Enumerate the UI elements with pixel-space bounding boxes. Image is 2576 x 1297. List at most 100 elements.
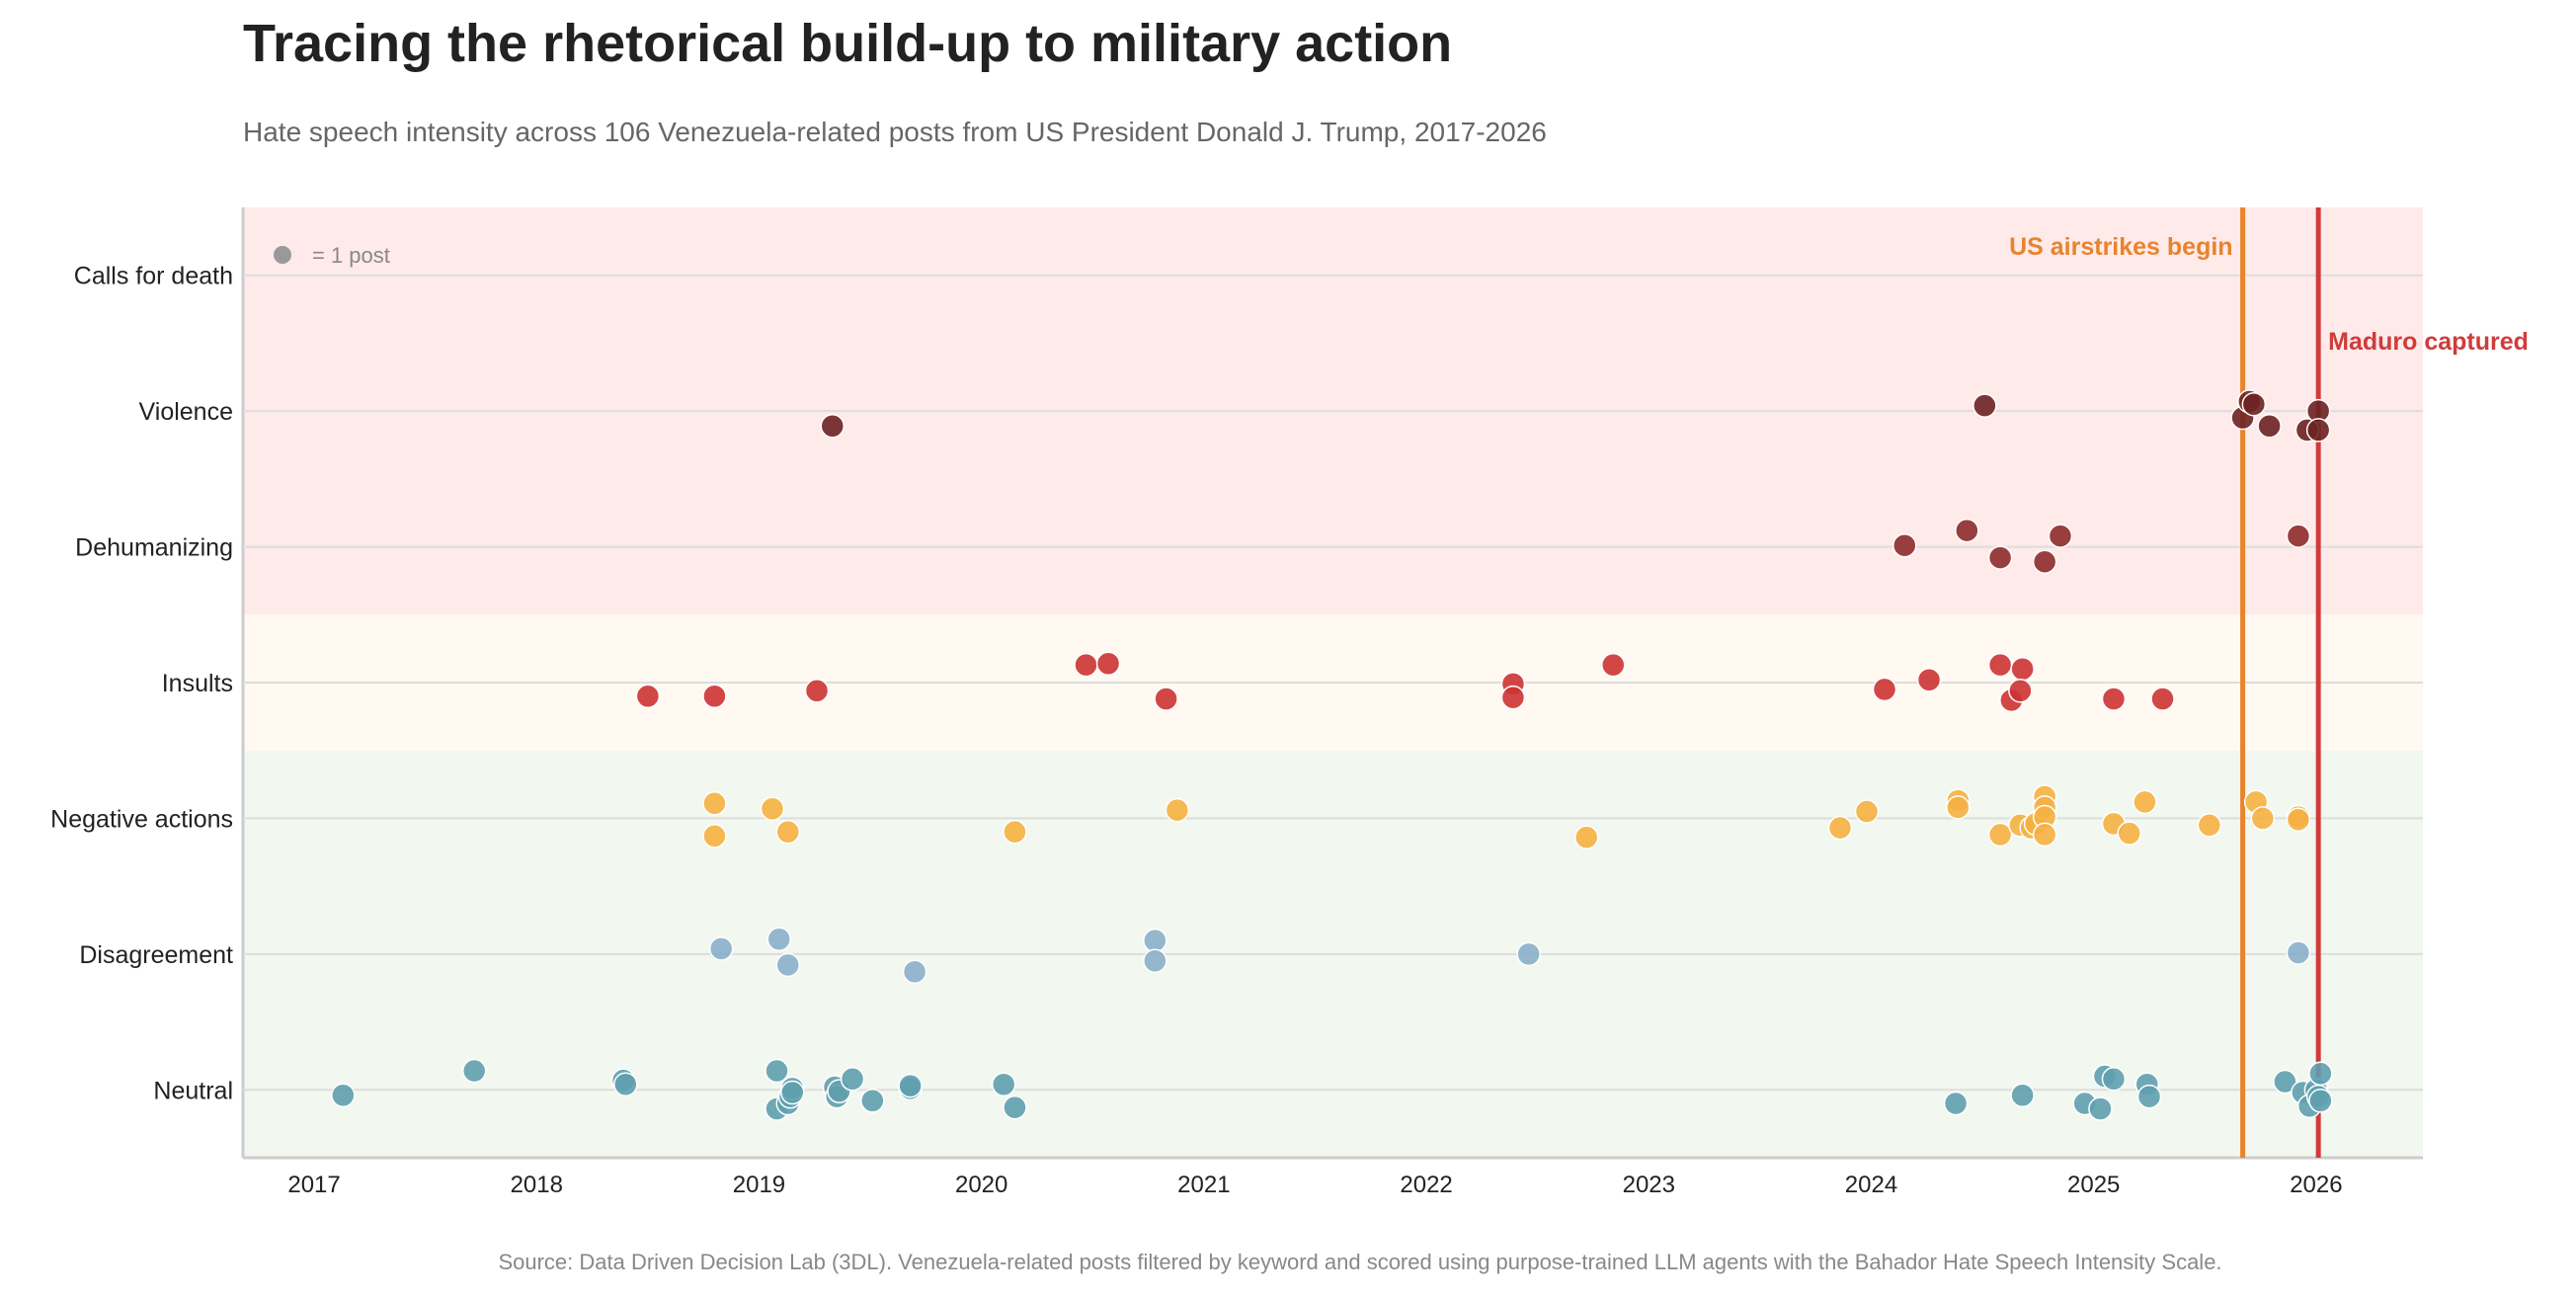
- post-point: [2010, 657, 2035, 682]
- y-tick-label: Calls for death: [74, 263, 233, 290]
- x-tick-label: 2026: [2290, 1172, 2342, 1198]
- post-point: [1143, 948, 1167, 973]
- y-tick-label: Violence: [139, 398, 233, 426]
- post-point: [1573, 825, 1599, 850]
- post-point: [2010, 1083, 2035, 1108]
- post-point: [1916, 668, 1942, 692]
- post-point: [991, 1072, 1016, 1097]
- post-point: [840, 1067, 865, 1092]
- x-tick-label: 2024: [1845, 1172, 1897, 1198]
- post-point: [2273, 1069, 2297, 1094]
- post-point: [2008, 678, 2033, 703]
- post-point: [1154, 687, 1178, 711]
- post-point: [2101, 687, 2127, 711]
- post-point: [702, 791, 727, 816]
- post-point: [1892, 532, 1917, 558]
- post-point: [780, 1080, 805, 1105]
- post-point: [702, 684, 727, 708]
- post-point: [1165, 797, 1190, 823]
- post-point: [775, 819, 800, 845]
- x-tick-label: 2017: [287, 1172, 340, 1198]
- post-point: [860, 1089, 885, 1113]
- legend: = 1 post: [274, 243, 390, 268]
- post-point: [2101, 1067, 2127, 1092]
- post-point: [804, 678, 830, 703]
- event-label: Maduro captured: [2328, 328, 2529, 356]
- legend-text: = 1 post: [312, 243, 390, 268]
- chart-subtitle: Hate speech intensity across 106 Venezue…: [243, 117, 1547, 147]
- post-point: [2032, 822, 2057, 848]
- post-point: [2286, 940, 2311, 965]
- x-tick-label: 2020: [955, 1172, 1007, 1198]
- post-point: [2136, 1084, 2162, 1109]
- x-tick-label: 2018: [511, 1172, 563, 1198]
- post-point: [1003, 819, 1027, 845]
- legend-dot: [274, 246, 291, 264]
- post-point: [1854, 799, 1880, 824]
- event-lines: US airstrikes begin Maduro captured: [2009, 207, 2529, 1158]
- post-point: [1987, 545, 2013, 570]
- chart-title: Tracing the rhetorical build-up to milit…: [243, 14, 1452, 73]
- post-point: [1946, 795, 1971, 820]
- post-points: [331, 389, 2333, 1121]
- post-point: [1003, 1094, 1027, 1120]
- post-point: [820, 414, 845, 439]
- post-point: [2257, 414, 2282, 439]
- post-point: [1987, 822, 2013, 848]
- post-point: [2032, 549, 2057, 574]
- post-point: [775, 952, 800, 978]
- y-tick-label: Insults: [162, 670, 233, 697]
- post-point: [1095, 651, 1121, 677]
- post-point: [902, 959, 927, 984]
- post-point: [2048, 524, 2073, 548]
- y-tick-label: Negative actions: [50, 805, 233, 833]
- post-point: [1827, 815, 1853, 841]
- post-point: [1872, 677, 1897, 702]
- post-point: [1943, 1091, 1969, 1116]
- post-point: [760, 796, 785, 822]
- post-point: [2117, 821, 2141, 846]
- post-point: [2088, 1096, 2113, 1121]
- post-point: [1074, 652, 1098, 678]
- post-point: [765, 1058, 789, 1084]
- y-axis-labels: Neutral Disagreement Negative actions Insul…: [50, 263, 233, 1105]
- post-point: [766, 927, 791, 951]
- post-point: [1987, 652, 2013, 678]
- post-point: [331, 1083, 356, 1108]
- post-point: [461, 1058, 487, 1084]
- post-point: [702, 824, 727, 849]
- gridlines: [241, 207, 2423, 1160]
- post-point: [2286, 524, 2311, 548]
- x-tick-label: 2021: [1177, 1172, 1230, 1198]
- post-point: [898, 1073, 923, 1098]
- post-point: [2150, 687, 2175, 711]
- x-tick-label: 2022: [1400, 1172, 1452, 1198]
- x-axis-labels: 2017 2018 2019 2020 2021 2022 2023 2024 2025 2026: [287, 1172, 2342, 1198]
- post-point: [2250, 806, 2276, 831]
- post-point: [2133, 789, 2157, 815]
- post-point: [2308, 1061, 2333, 1087]
- post-point: [2197, 813, 2222, 838]
- y-tick-label: Disagreement: [79, 941, 233, 969]
- source-note: Source: Data Driven Decision Lab (3DL). …: [498, 1250, 2221, 1274]
- post-point: [613, 1072, 638, 1097]
- post-point: [2308, 1089, 2333, 1113]
- post-point: [1972, 393, 1997, 418]
- post-point: [1500, 685, 1526, 710]
- post-point: [1601, 652, 1626, 678]
- post-point: [1516, 941, 1541, 967]
- post-point: [2286, 807, 2311, 833]
- post-point: [1143, 928, 1167, 953]
- post-point: [2241, 392, 2267, 417]
- post-point: [1955, 518, 1979, 543]
- y-tick-label: Dehumanizing: [75, 534, 233, 562]
- x-tick-label: 2019: [733, 1172, 785, 1198]
- y-tick-label: Neutral: [153, 1077, 233, 1104]
- x-tick-label: 2023: [1623, 1172, 1675, 1198]
- x-tick-label: 2025: [2067, 1172, 2120, 1198]
- post-point: [635, 684, 661, 708]
- event-label: US airstrikes begin: [2009, 233, 2232, 261]
- post-point: [2305, 418, 2331, 443]
- post-point: [708, 936, 734, 961]
